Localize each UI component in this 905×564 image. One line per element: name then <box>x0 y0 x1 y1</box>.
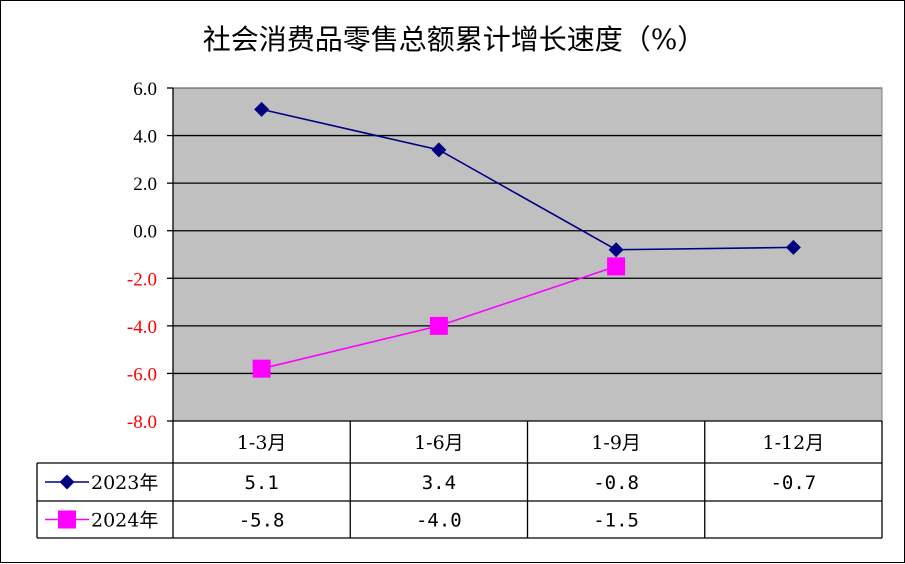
y-tick-label: 0.0 <box>133 222 157 243</box>
y-tick-label: 4.0 <box>133 127 157 148</box>
y-tick-label: -2.0 <box>127 269 157 290</box>
y-tick-label: 2.0 <box>133 174 157 195</box>
data-point <box>429 316 448 335</box>
chart-title: 社会消费品零售总额累计增长速度（%） <box>203 23 706 56</box>
data-table-value: -0.8 <box>593 472 639 494</box>
legend-item: 2024年 <box>45 510 158 532</box>
data-point <box>608 242 624 258</box>
data-point <box>607 257 626 276</box>
category-label: 1-12月 <box>763 432 825 454</box>
data-point <box>58 510 76 529</box>
legend-item: 2023年 <box>45 472 158 494</box>
data-table-value: -4.0 <box>416 510 462 532</box>
data-table-value: -5.8 <box>239 510 285 532</box>
data-table-value: -1.5 <box>593 510 639 532</box>
y-tick-label: -6.0 <box>127 364 157 385</box>
data-table: 1-3月 1-6月 1-9月 1-12月 2023年 5.1 3.4 -0.8 -0.7 2024… <box>36 420 883 539</box>
y-axis-ticks: 6.0 4.0 2.0 0.0 -2.0 -4.0 -6.0 -8.0 <box>127 79 173 433</box>
y-tick-label: -4.0 <box>127 317 157 338</box>
series-line <box>261 108 794 251</box>
data-point <box>59 474 75 490</box>
category-label: 1-6月 <box>414 432 464 454</box>
data-point <box>252 359 271 378</box>
y-tick-label: -8.0 <box>127 412 157 433</box>
data-table-value: 5.1 <box>244 472 278 494</box>
category-label: 1-9月 <box>591 432 641 454</box>
series-layer <box>252 101 801 378</box>
series-group <box>254 101 801 258</box>
data-table-value: -0.7 <box>770 472 816 494</box>
y-tick-label: 6.0 <box>133 79 157 100</box>
plot-area <box>173 88 882 421</box>
category-label: 1-3月 <box>237 432 287 454</box>
series-group <box>252 257 626 378</box>
data-point <box>431 142 447 158</box>
data-table-value: 3.4 <box>422 472 456 494</box>
gridlines <box>172 87 883 422</box>
legend-label: 2024年 <box>91 510 158 532</box>
data-point <box>785 239 801 255</box>
legend-label: 2023年 <box>91 472 158 494</box>
data-point <box>254 101 270 117</box>
